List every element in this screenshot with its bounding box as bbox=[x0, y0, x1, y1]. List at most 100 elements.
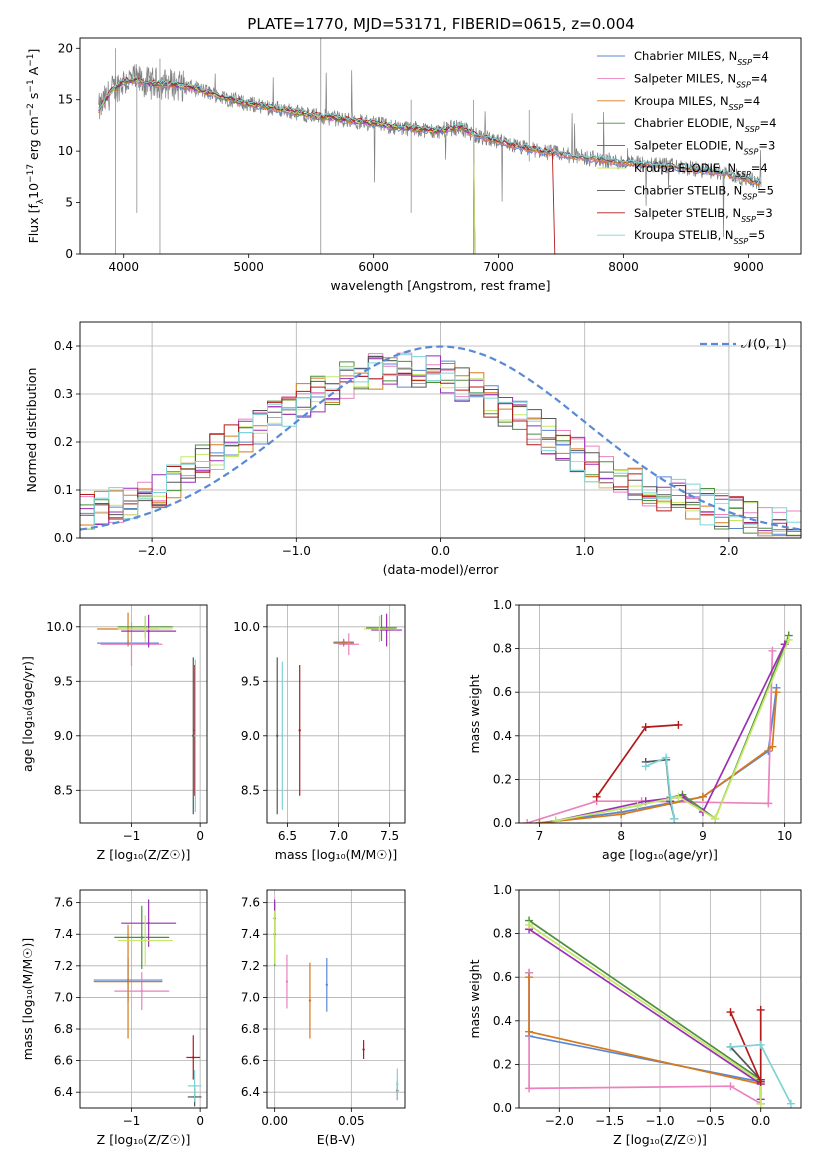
legend-entry: Salpeter STELIB, NSSP=3 bbox=[634, 206, 773, 224]
series-line-kroupa-miles bbox=[528, 977, 762, 1104]
series-marker bbox=[756, 1099, 765, 1108]
y-axis-label: age [log₁₀(age/yr)] bbox=[20, 656, 35, 772]
y-tick-label: 0.0 bbox=[493, 1101, 512, 1115]
y-axis-label-part: −1 bbox=[26, 79, 36, 92]
data-point bbox=[126, 980, 130, 983]
series-marker bbox=[666, 792, 675, 801]
series-marker bbox=[756, 1040, 765, 1049]
histogram-chabrier-stelib bbox=[80, 356, 801, 537]
y-tick-label: 9.5 bbox=[54, 674, 73, 688]
y-tick-label: 10.0 bbox=[233, 620, 260, 634]
y-axis-label-part: 10 bbox=[26, 183, 41, 199]
y-axis-label: mass [log₁₀(M/M☉)] bbox=[20, 938, 35, 1060]
legend-model: Salpeter MILES, N bbox=[634, 71, 736, 85]
series-marker bbox=[592, 792, 601, 801]
legend-model: Chabrier ELODIE, N bbox=[634, 116, 745, 130]
series-marker bbox=[633, 801, 642, 810]
model-spectrum-salpeter-elodie bbox=[98, 78, 476, 254]
series-line-chabrier-stelib bbox=[729, 1046, 762, 1081]
series-marker bbox=[756, 1077, 765, 1086]
legend-n: =5 bbox=[757, 183, 774, 197]
x-tick-label: −1 bbox=[123, 829, 141, 843]
y-axis-label-part: s bbox=[26, 93, 41, 104]
legend-entry: Kroupa MILES, NSSP=4 bbox=[634, 94, 760, 112]
legend-sub: SSP bbox=[737, 58, 752, 67]
legend-entry: Chabrier STELIB, NSSP=5 bbox=[634, 183, 774, 201]
data-point bbox=[378, 627, 381, 631]
x-tick-label: 7 bbox=[536, 829, 544, 843]
legend-model: Kroupa MILES, N bbox=[634, 94, 729, 108]
x-axis-label: Z [log₁₀(Z/Z☉)] bbox=[613, 1132, 707, 1147]
data-point bbox=[140, 936, 143, 939]
legend-sub: SSP bbox=[744, 147, 759, 156]
x-tick-label: 7000 bbox=[483, 260, 514, 274]
plot-area bbox=[276, 613, 402, 815]
panel-age_vs_Z: −1 0 8.5 9.0 9.5 10.0 Z [log₁₀(Z/Z☉)] age [log₁… bbox=[20, 604, 208, 862]
y-axis-label-part: −1 bbox=[26, 54, 36, 67]
x-axis-label: age [log₁₀(age/yr)] bbox=[602, 847, 718, 862]
y-tick-label: 7.6 bbox=[54, 896, 73, 910]
y-tick-label: 0 bbox=[65, 247, 73, 261]
figure-title: PLATE=1770, MJD=53171, FIBERID=0615, z=0… bbox=[247, 15, 634, 33]
data-point bbox=[281, 734, 284, 737]
x-tick-label: 6.5 bbox=[278, 829, 297, 843]
y-tick-label: 10.0 bbox=[46, 620, 73, 634]
series-marker bbox=[523, 819, 532, 823]
legend-entry: Kroupa STELIB, NSSP=5 bbox=[634, 228, 765, 246]
series-marker bbox=[711, 814, 720, 823]
y-tick-label: 1.0 bbox=[493, 598, 512, 612]
y-tick-label: 6.4 bbox=[54, 1085, 73, 1099]
legend-sub: SSP bbox=[736, 170, 751, 179]
gridlines bbox=[80, 890, 207, 1108]
y-tick-label: 0.8 bbox=[493, 642, 512, 656]
x-axis-label: mass [log₁₀(M/M☉)] bbox=[275, 847, 397, 862]
y-axis-label: mass weight bbox=[467, 959, 482, 1038]
legend-n: =4 bbox=[743, 94, 760, 108]
legend-sub: SSP bbox=[742, 192, 757, 201]
x-tick-label: −1.0 bbox=[645, 1114, 674, 1128]
x-tick-label: 6000 bbox=[358, 260, 389, 274]
plot-area bbox=[98, 38, 762, 254]
x-tick-label: 4000 bbox=[108, 260, 139, 274]
x-axis-label: (data-model)/error bbox=[383, 562, 500, 577]
x-tick-label: 10 bbox=[777, 829, 792, 843]
y-tick-label: 8.5 bbox=[54, 783, 73, 797]
y-axis-label: Flux [fλ10−17 erg cm−2 s−1 A−1] bbox=[26, 49, 46, 244]
plot-area bbox=[93, 899, 202, 1107]
axes-frame bbox=[79, 604, 208, 824]
series-marker bbox=[786, 1099, 795, 1108]
y-tick-label: 9.0 bbox=[241, 729, 260, 743]
plot-area bbox=[273, 899, 399, 1101]
legend-entry: Kroupa ELODIE, NSSP=4 bbox=[634, 161, 768, 179]
series-line-kroupa-elodie bbox=[555, 639, 790, 822]
y-tick-label: 7.2 bbox=[241, 959, 260, 973]
panel-residuals: −2.0 −1.0 0.0 1.0 2.0 0.0 0.1 0.2 0.3 0.4 (data-mo… bbox=[24, 321, 802, 577]
axes-frame bbox=[79, 321, 802, 539]
gridlines bbox=[267, 605, 405, 823]
legend-model: Kroupa ELODIE, N bbox=[634, 161, 736, 175]
panel-mass_vs_Z: −1 0 6.4 6.6 6.8 7.0 7.2 7.4 7.6 Z [log₁₀(Z/Z☉)] m… bbox=[20, 889, 208, 1147]
y-axis-label: mass weight bbox=[467, 674, 482, 753]
y-tick-label: 6.6 bbox=[54, 1054, 73, 1068]
gridlines bbox=[80, 322, 801, 539]
data-point bbox=[298, 729, 301, 732]
panel-weight_vs_age: 7 8 9 10 0.0 0.2 0.4 0.6 0.8 1.0 age [log₁₀(age/yr… bbox=[467, 598, 802, 862]
x-tick-label: −2.0 bbox=[138, 544, 167, 558]
histogram-kroupa-elodie bbox=[80, 360, 801, 537]
data-point bbox=[147, 629, 150, 633]
y-tick-label: 0.3 bbox=[54, 387, 73, 401]
data-point bbox=[144, 627, 147, 631]
x-tick-label: 0.05 bbox=[338, 1114, 365, 1128]
y-tick-label: 8.5 bbox=[241, 783, 260, 797]
data-point bbox=[362, 1048, 365, 1051]
data-point bbox=[342, 640, 345, 644]
x-axis-label: Z [log₁₀(Z/Z☉)] bbox=[97, 847, 191, 862]
x-tick-label: −2.0 bbox=[545, 1114, 574, 1128]
data-point bbox=[140, 989, 143, 993]
model-spectrum-kroupa-stelib bbox=[98, 75, 761, 182]
data-point bbox=[192, 1056, 195, 1059]
normal-reference-curve bbox=[80, 345, 801, 531]
y-tick-label: 7.0 bbox=[54, 990, 73, 1004]
legend-entry: Salpeter ELODIE, NSSP=3 bbox=[634, 139, 775, 157]
